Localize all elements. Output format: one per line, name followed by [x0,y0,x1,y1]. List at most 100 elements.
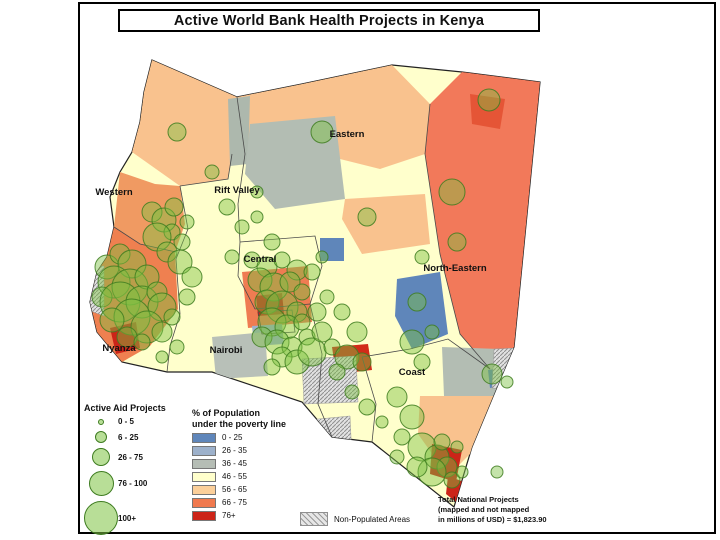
project-bubble [169,339,185,355]
project-bubble [99,307,125,333]
project-bubble [179,214,195,230]
district-region [110,322,140,354]
legend-aid-title: Active Aid Projects [84,403,166,413]
page-title: Active World Bank Health Projects in Ken… [118,9,540,32]
color-swatch [192,432,216,443]
color-swatch [192,484,216,495]
region-label: Nyanza [102,343,136,354]
legend-poverty-item: 36 - 45 [192,458,304,469]
color-swatch [192,458,216,469]
project-bubble [344,384,360,400]
project-bubble [424,324,440,340]
project-bubble [447,232,467,252]
note-line: (mapped and not mapped [438,504,530,514]
legend-poverty-item: 66 - 75 [192,497,304,508]
legend-aid-item: 26 - 75 [84,448,190,466]
project-bubble [328,363,346,381]
project-bubble [264,329,290,355]
project-bubble [375,415,389,429]
project-bubble [224,249,240,265]
legend-aid-label: 100+ [118,513,137,523]
legend-poverty-item: 76+ [192,510,304,521]
legend-poverty-label: 66 - 75 [222,498,247,508]
project-bubble [218,198,236,216]
project-bubble [256,256,278,278]
legend-poverty-label: 56 - 65 [222,485,247,495]
project-bubble [91,286,113,308]
project-bubble [477,88,501,112]
province-boundary [424,103,491,370]
region-label: Western [95,187,133,198]
project-bubble [156,241,178,263]
project-bubble [286,259,308,281]
kenya-map: Western Rift Valley Eastern Central North-Ea… [89,59,541,509]
project-bubble [352,352,372,372]
region-label: Eastern [330,129,365,140]
project-bubble [386,386,408,408]
project-bubble [164,197,184,217]
color-swatch [192,445,216,456]
bubble-size-icon [88,471,114,496]
project-bubble [413,353,431,371]
project-bubble [307,302,327,322]
project-bubble [358,398,376,416]
project-bubble [357,207,377,227]
project-bubble [346,321,368,343]
bubble-size-icon [92,448,110,466]
project-bubble [151,321,173,343]
project-bubble [333,303,351,321]
legend-poverty-label: 26 - 35 [222,446,247,456]
project-bubble [178,288,196,306]
province-boundary [361,356,377,443]
project-bubble [173,233,191,251]
legend-poverty-item: 46 - 55 [192,471,304,482]
legend-non-populated: Non-Populated Areas [300,512,410,526]
project-bubble [407,292,427,312]
total-projects-note: Total National Projects (mapped and not … [438,495,578,524]
district-region [256,293,284,316]
project-bubble [406,456,428,478]
legend-poverty-label: 46 - 55 [222,472,247,482]
note-line: Total National Projects [438,495,519,504]
region-label: Rift Valley [214,185,260,196]
project-bubble [443,471,461,489]
legend-poverty-label: 76+ [222,511,236,521]
project-bubble [490,465,504,479]
project-bubble [97,265,131,299]
project-bubble [399,329,425,355]
legend-aid-label: 6 - 25 [118,432,139,442]
project-bubble [450,440,464,454]
project-bubble [273,251,291,269]
project-bubble [279,271,301,293]
map-figure: Western Rift Valley Eastern Central North-Ea… [78,2,716,535]
project-bubble [303,263,321,281]
district-region [320,238,344,261]
project-bubble [319,289,335,305]
legend-aid-projects: Active Aid Projects 0 - 5 6 - 25 26 - 75… [84,403,190,540]
project-bubble [250,185,264,199]
province-boundary [361,338,491,370]
project-bubble [389,449,405,465]
bubble-size-icon [84,501,118,535]
bubble-size-icon [95,431,107,443]
district-region [132,60,237,186]
region-label: Central [244,254,277,265]
legend-poverty-item: 0 - 25 [192,432,304,443]
project-bubble [438,178,466,206]
project-bubble [116,326,138,348]
project-bubble [234,219,250,235]
legend-poverty-title-1: % of Population [192,408,260,418]
legend-aid-item: 6 - 25 [84,431,190,443]
legend-poverty-title-2: under the poverty line [192,418,287,429]
project-bubble [109,243,131,265]
project-bubble [163,308,181,326]
non-populated-area [307,415,353,461]
project-bubble [251,326,273,348]
color-swatch [192,510,216,521]
legend-aid-label: 76 - 100 [118,479,148,488]
region-label: North-Eastern [423,263,487,274]
province-boundary [309,303,333,438]
hatch-swatch-icon [300,512,328,526]
project-bubble [286,301,308,323]
project-bubble [274,314,300,340]
